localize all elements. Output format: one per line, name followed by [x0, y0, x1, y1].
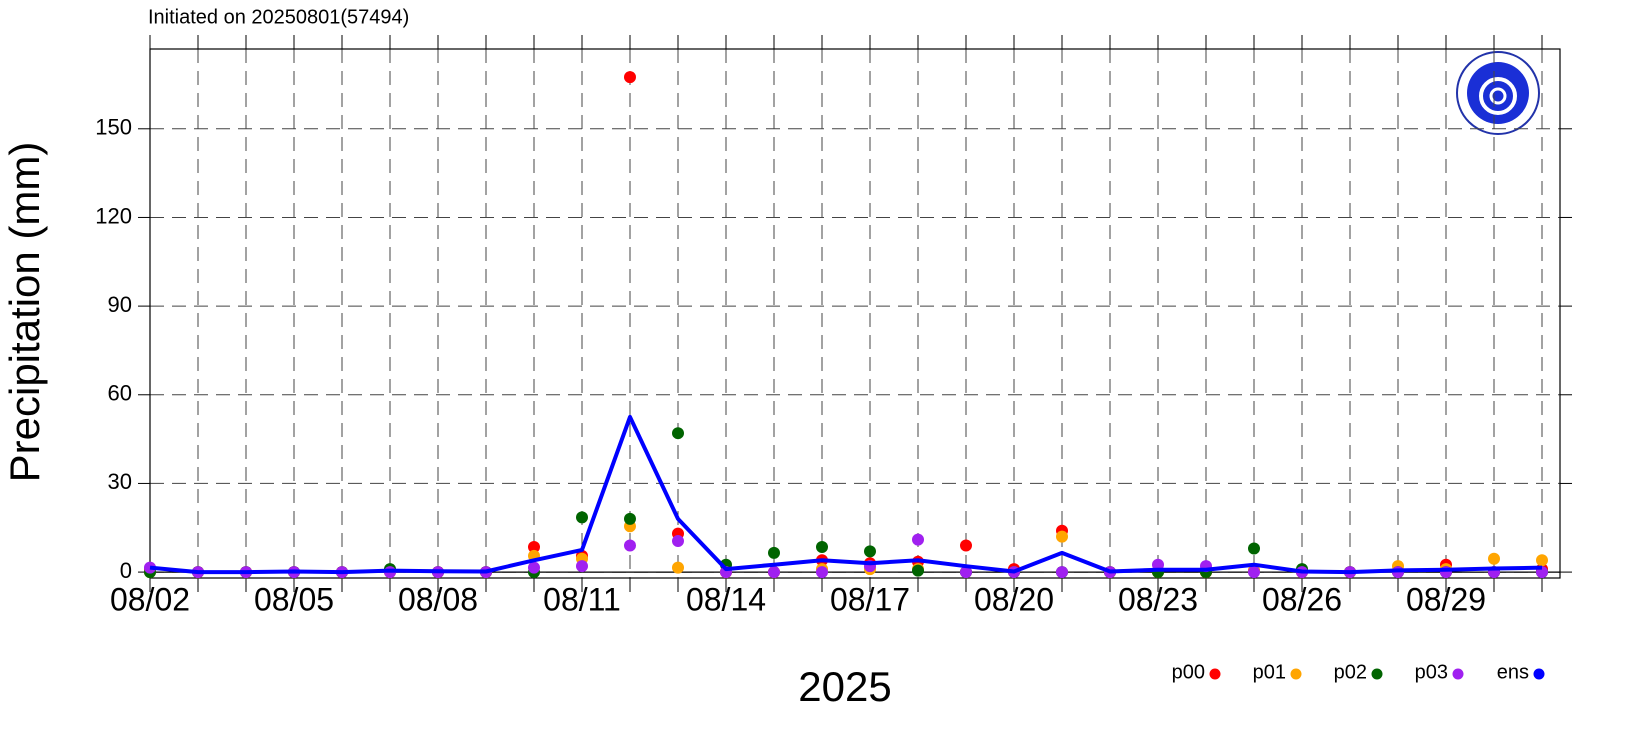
data-point — [1248, 566, 1260, 579]
x-tick-label: 08/29 — [1406, 581, 1486, 617]
x-tick-label: 08/02 — [110, 581, 190, 617]
legend-label: p03 — [1415, 661, 1448, 683]
data-point — [1056, 530, 1068, 543]
data-point — [1152, 558, 1164, 571]
x-tick-label: 08/20 — [974, 581, 1054, 617]
data-point — [768, 566, 780, 579]
x-tick-label: 08/08 — [398, 581, 478, 617]
x-tick-label: 08/23 — [1118, 581, 1198, 617]
data-point — [912, 533, 924, 546]
data-point — [1056, 566, 1068, 579]
data-point — [624, 71, 636, 84]
y-tick-label: 0 — [120, 558, 132, 583]
data-point — [912, 564, 924, 577]
data-point — [576, 511, 588, 524]
y-tick-label: 30 — [108, 469, 132, 494]
legend-label: p01 — [1253, 661, 1286, 683]
data-point — [816, 566, 828, 579]
legend-marker — [1209, 668, 1221, 680]
y-axis-label: Precipitation (mm) — [1, 142, 48, 483]
data-point — [528, 540, 540, 553]
x-tick-label: 08/14 — [686, 581, 766, 617]
data-point — [672, 427, 684, 440]
data-point — [672, 535, 684, 548]
x-tick-label: 08/26 — [1262, 581, 1342, 617]
data-point — [1536, 554, 1548, 567]
data-point — [528, 561, 540, 574]
x-tick-label: 08/05 — [254, 581, 334, 617]
y-tick-label: 150 — [95, 115, 132, 140]
legend-label: p00 — [1172, 661, 1205, 683]
data-point — [960, 566, 972, 579]
legend-marker — [1290, 668, 1302, 680]
legend-label: p02 — [1334, 661, 1367, 683]
x-axis-label: 2025 — [798, 663, 891, 710]
series-line — [149, 414, 1543, 575]
y-tick-label: 120 — [95, 203, 132, 228]
logo — [1456, 51, 1540, 135]
x-tick-label: 08/11 — [543, 581, 621, 617]
data-point — [1248, 542, 1260, 555]
data-point — [864, 545, 876, 558]
data-point — [816, 540, 828, 553]
chart-title: Initiated on 20250801(57494) — [148, 6, 409, 28]
data-point — [576, 560, 588, 573]
y-tick-label: 90 — [108, 292, 132, 317]
legend-marker — [1371, 668, 1383, 680]
data-point — [1488, 552, 1500, 565]
plot-frame — [149, 48, 1561, 579]
data-point — [624, 512, 636, 525]
data-point — [672, 561, 684, 574]
legend-label: ens — [1497, 661, 1529, 683]
y-tick-label: 60 — [108, 381, 132, 406]
legend-marker — [1533, 668, 1545, 680]
data-point — [768, 546, 780, 559]
legend-marker — [1452, 668, 1464, 680]
data-point — [960, 539, 972, 552]
data-point — [624, 539, 636, 552]
x-tick-label: 08/17 — [830, 581, 910, 617]
